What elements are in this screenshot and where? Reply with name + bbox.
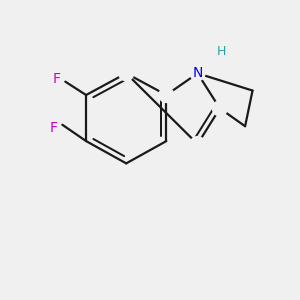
- Text: F: F: [50, 121, 57, 135]
- Text: F: F: [52, 72, 60, 86]
- Circle shape: [119, 66, 134, 81]
- Circle shape: [190, 66, 205, 81]
- Circle shape: [190, 136, 205, 152]
- Circle shape: [212, 101, 227, 116]
- Circle shape: [159, 88, 174, 102]
- Text: N: N: [192, 66, 203, 80]
- Text: H: H: [217, 45, 226, 58]
